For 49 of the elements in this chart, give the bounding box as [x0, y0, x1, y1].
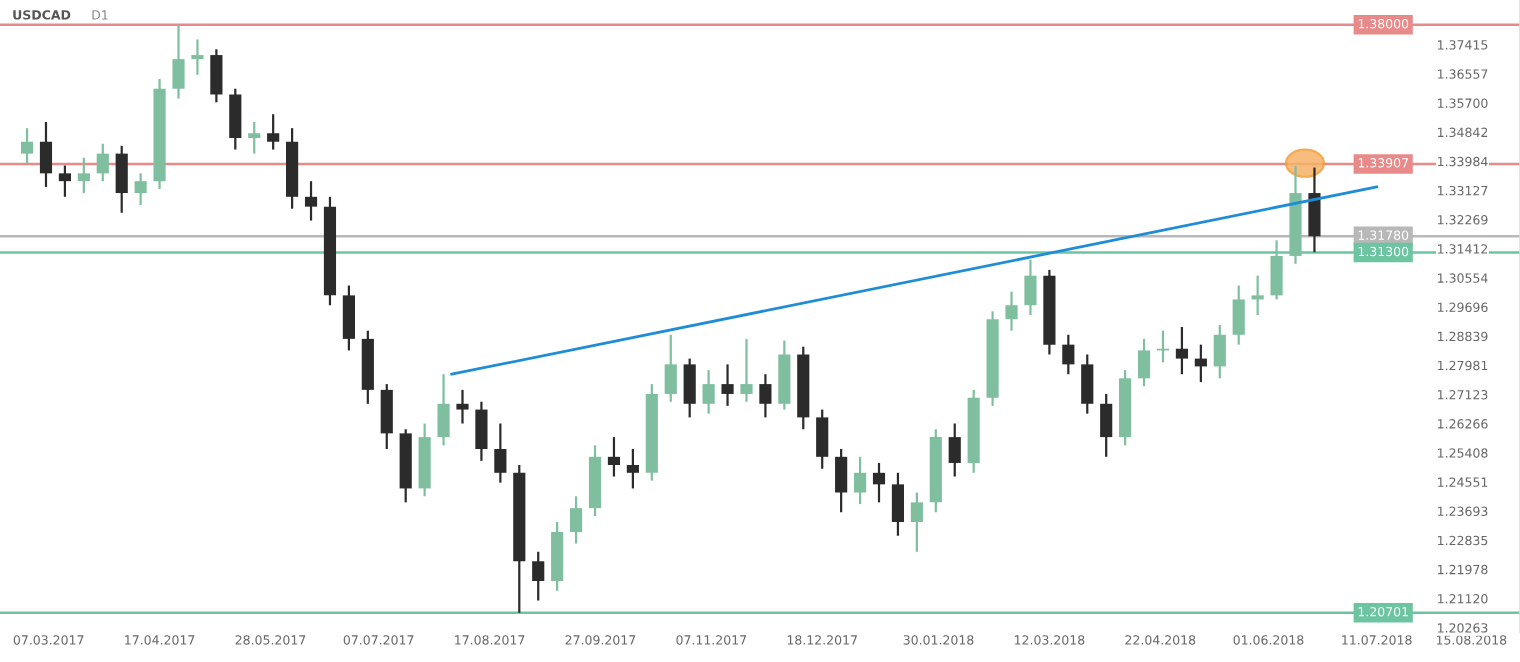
candlestick	[570, 495, 583, 545]
candlestick	[1213, 323, 1226, 380]
candlestick	[532, 550, 545, 602]
candlestick	[304, 180, 318, 222]
candlestick	[115, 144, 128, 214]
candlestick	[1175, 325, 1189, 376]
candlestick	[77, 156, 90, 195]
candlestick	[437, 373, 450, 447]
candlestick	[721, 363, 734, 407]
candlestick	[248, 120, 261, 155]
candlestick	[1024, 258, 1037, 317]
candlestick	[39, 120, 53, 189]
candlestick	[910, 491, 923, 553]
candlestick	[1308, 166, 1321, 254]
candlestick	[494, 422, 507, 484]
candlestick	[1062, 333, 1075, 376]
candlestick	[58, 164, 71, 198]
candlestick	[664, 333, 677, 403]
candlestick	[1100, 392, 1113, 458]
candlestick	[1005, 290, 1018, 332]
candlestick	[740, 337, 753, 403]
candlestick	[475, 400, 488, 463]
candlestick	[948, 422, 961, 478]
candlestick	[456, 388, 469, 425]
candlestick	[96, 142, 109, 183]
candlestick	[1251, 274, 1264, 317]
candlestick	[816, 408, 829, 470]
candlestick	[872, 461, 886, 504]
candlestick	[267, 113, 280, 151]
candlestick	[134, 172, 147, 207]
candlestick	[759, 373, 772, 419]
candlestick	[835, 447, 848, 514]
candlestick	[853, 455, 867, 506]
candlestick	[210, 48, 223, 104]
candlestick	[229, 87, 242, 151]
candlestick	[626, 447, 639, 490]
candlestick	[20, 127, 34, 165]
candlestick	[607, 436, 621, 478]
candlestick	[172, 24, 185, 100]
candlestick	[683, 357, 696, 419]
candlestick	[1232, 284, 1245, 346]
candlestick	[191, 38, 204, 76]
candlestick	[891, 471, 905, 537]
candlestick	[342, 284, 355, 352]
candlestick	[1270, 239, 1283, 301]
candlestick	[1081, 353, 1094, 415]
candlestick	[1137, 337, 1151, 388]
candlestick	[380, 382, 393, 451]
candlestick	[702, 369, 715, 415]
